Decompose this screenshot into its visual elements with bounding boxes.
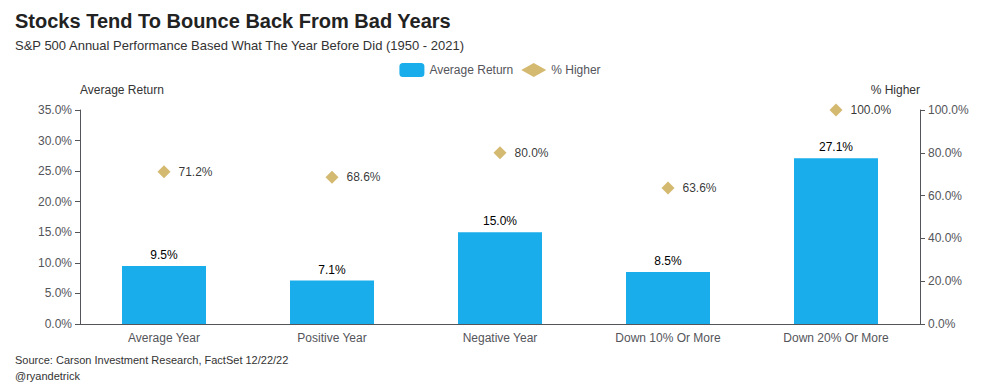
svg-text:30.0%: 30.0% bbox=[38, 134, 72, 148]
svg-text:15.0%: 15.0% bbox=[38, 225, 72, 239]
svg-text:Negative Year: Negative Year bbox=[463, 331, 538, 345]
svg-text:20.0%: 20.0% bbox=[38, 195, 72, 209]
svg-text:Source: Carson Investment Rese: Source: Carson Investment Research, Fact… bbox=[15, 354, 288, 366]
svg-text:Down 10% Or More: Down 10% Or More bbox=[615, 331, 721, 345]
svg-text:% Higher: % Higher bbox=[551, 63, 600, 77]
svg-text:100.0%: 100.0% bbox=[851, 103, 892, 117]
svg-text:7.1%: 7.1% bbox=[318, 263, 346, 277]
svg-text:0.0%: 0.0% bbox=[928, 317, 956, 331]
svg-text:Stocks Tend To Bounce Back Fro: Stocks Tend To Bounce Back From Bad Year… bbox=[15, 10, 451, 32]
svg-text:68.6%: 68.6% bbox=[347, 170, 381, 184]
svg-text:8.5%: 8.5% bbox=[654, 254, 682, 268]
svg-text:@ryandetrick: @ryandetrick bbox=[15, 370, 80, 382]
svg-text:35.0%: 35.0% bbox=[38, 103, 72, 117]
svg-text:80.0%: 80.0% bbox=[515, 146, 549, 160]
svg-text:60.0%: 60.0% bbox=[928, 189, 962, 203]
svg-text:15.0%: 15.0% bbox=[483, 214, 517, 228]
svg-text:10.0%: 10.0% bbox=[38, 256, 72, 270]
svg-text:% Higher: % Higher bbox=[871, 83, 920, 97]
svg-text:Average Year: Average Year bbox=[128, 331, 200, 345]
svg-text:27.1%: 27.1% bbox=[819, 140, 853, 154]
svg-text:Positive Year: Positive Year bbox=[297, 331, 366, 345]
svg-text:100.0%: 100.0% bbox=[928, 103, 969, 117]
svg-text:20.0%: 20.0% bbox=[928, 274, 962, 288]
svg-text:Average Return: Average Return bbox=[429, 63, 513, 77]
svg-text:71.2%: 71.2% bbox=[179, 165, 213, 179]
svg-text:9.5%: 9.5% bbox=[150, 248, 178, 262]
svg-text:5.0%: 5.0% bbox=[45, 286, 73, 300]
svg-text:40.0%: 40.0% bbox=[928, 231, 962, 245]
svg-text:Down 20% Or More: Down 20% Or More bbox=[783, 331, 889, 345]
svg-text:25.0%: 25.0% bbox=[38, 164, 72, 178]
svg-text:80.0%: 80.0% bbox=[928, 146, 962, 160]
svg-text:63.6%: 63.6% bbox=[683, 181, 717, 195]
svg-text:0.0%: 0.0% bbox=[45, 317, 73, 331]
svg-text:S&P 500 Annual Performance Bas: S&P 500 Annual Performance Based What Th… bbox=[15, 38, 464, 53]
svg-text:Average Return: Average Return bbox=[80, 83, 164, 97]
